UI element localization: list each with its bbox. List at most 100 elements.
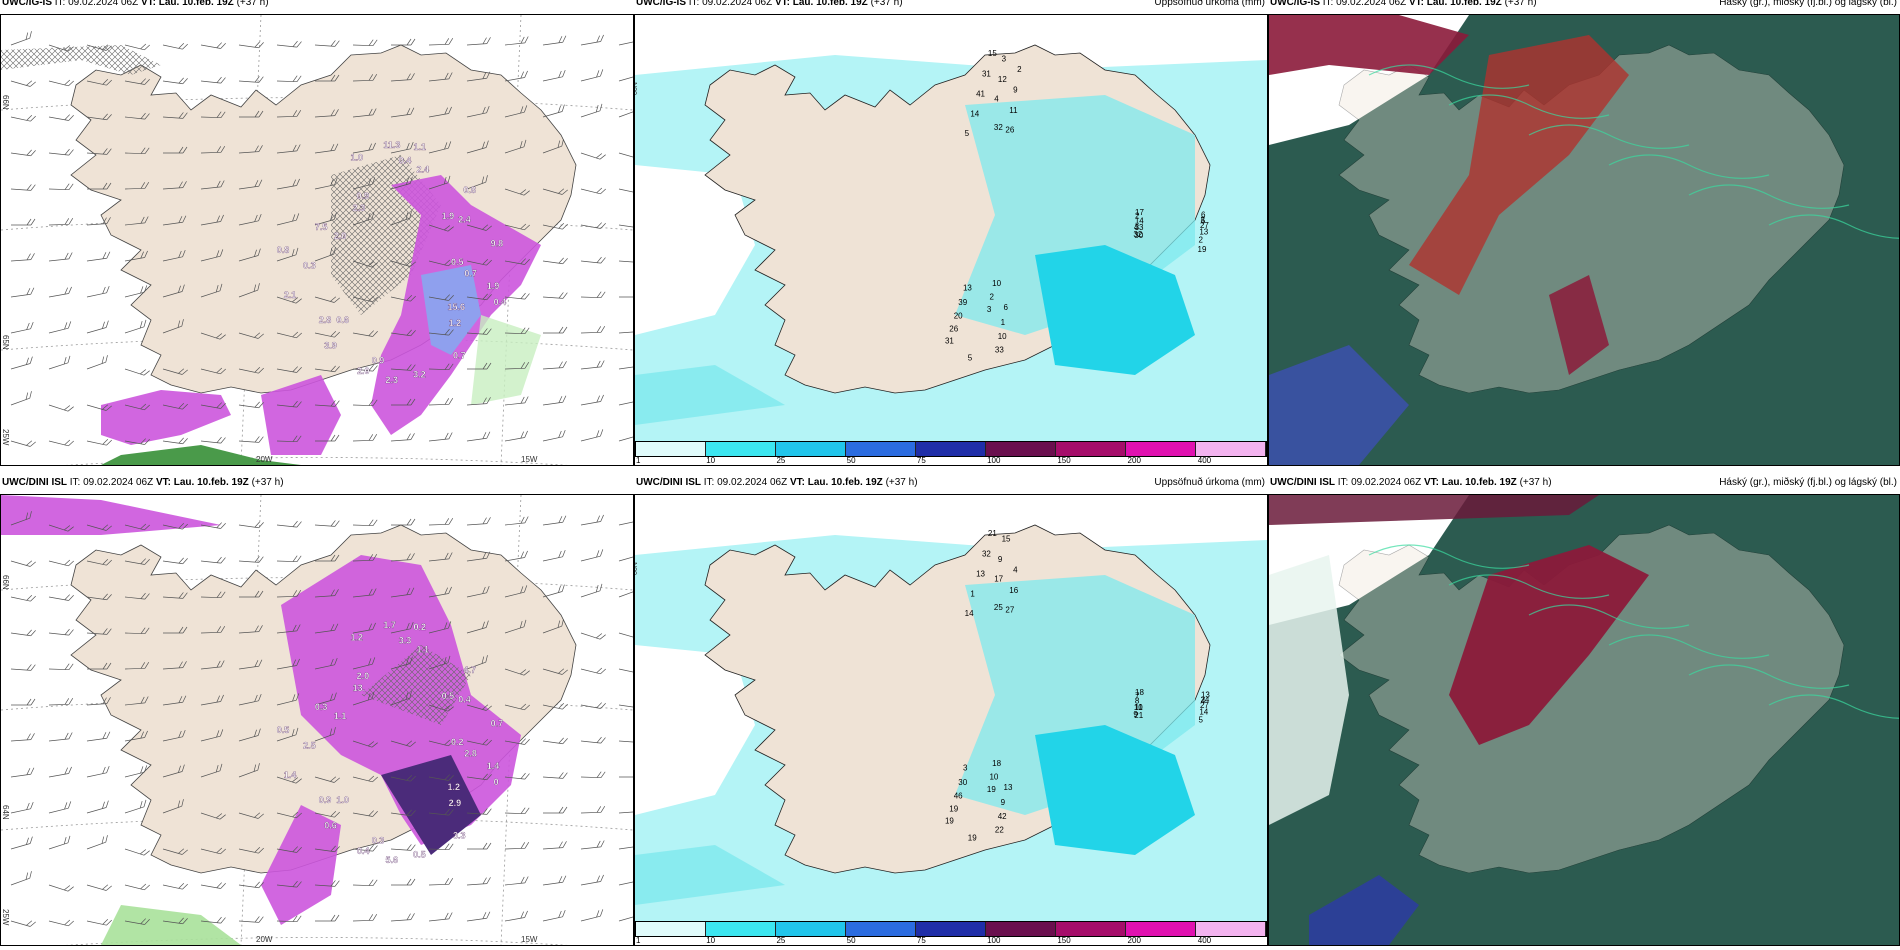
- wind-barb: [580, 840, 605, 850]
- wind-barb: [200, 249, 224, 262]
- cloud-edge-contour: [1688, 664, 1850, 689]
- wind-barb: [200, 42, 226, 49]
- wind-barb: [466, 517, 491, 526]
- wind-barb: [619, 296, 633, 298]
- precip-value-label: 8: [1135, 697, 1140, 706]
- snow-depth-label: 1.0: [336, 795, 349, 805]
- colorbar-segment: [706, 442, 776, 456]
- wind-barb: [618, 109, 633, 118]
- wind-barb: [124, 918, 150, 925]
- wind-barb: [352, 740, 378, 748]
- wind-barb: [48, 732, 73, 742]
- wind-barb: [618, 845, 633, 850]
- wind-barb: [314, 296, 340, 303]
- wind-barb: [542, 223, 568, 230]
- panel-header: UWC/IG-IS IT: 09.02.2024 06Z VT: Lau. 10…: [636, 0, 903, 8]
- wind-barb: [48, 252, 73, 262]
- wind-barb: [352, 399, 378, 407]
- wind-barb: [276, 846, 302, 853]
- wind-barb: [10, 287, 35, 298]
- wind-barb: [618, 260, 633, 263]
- precip-value-label: 5: [968, 353, 973, 362]
- colorbar-segment: [916, 922, 986, 936]
- wind-barb: [48, 114, 74, 121]
- wind-barb: [276, 520, 302, 528]
- wind-barb: [162, 77, 188, 85]
- wind-barb: [124, 319, 147, 334]
- wind-barb: [428, 843, 454, 851]
- mid-cloud-area: [1309, 875, 1419, 945]
- precip-value-label: 25: [994, 603, 1003, 612]
- lon-label-15w: 15W: [521, 455, 538, 464]
- wind-barb: [314, 109, 339, 118]
- wind-barb: [276, 400, 302, 408]
- wind-barb: [466, 655, 488, 670]
- snow-depth-label: 1.1: [334, 711, 347, 721]
- wind-barb: [162, 403, 188, 410]
- wind-barb: [390, 553, 415, 562]
- wind-barb: [390, 107, 415, 118]
- no-precip-area: [635, 645, 755, 815]
- wind-barb: [10, 664, 36, 671]
- snow-depth-label: 0.5: [277, 725, 290, 735]
- snow-depth-label: 0.6: [324, 820, 337, 830]
- wind-barb: [618, 188, 633, 194]
- wind-barb: [390, 844, 416, 851]
- wind-barb: [124, 848, 150, 856]
- lon-label-25w: 25W: [1, 909, 10, 926]
- precip-value-label: 19: [945, 816, 954, 825]
- wind-barb: [10, 322, 34, 334]
- snow-depth-label: 2.4: [416, 165, 429, 175]
- precip-value-label: 19: [968, 833, 977, 842]
- precip-colorbar: [635, 441, 1267, 465]
- wind-barb: [543, 806, 568, 814]
- wind-barb: [276, 555, 302, 563]
- wind-barb: [466, 877, 491, 886]
- wind-barb: [504, 70, 528, 82]
- snow-depth-label: 3.9: [324, 340, 337, 350]
- wind-barb: [124, 78, 150, 85]
- precip-value-label: 7: [1135, 692, 1140, 701]
- wind-barb: [162, 917, 188, 925]
- wind-barb: [504, 223, 530, 231]
- wind-barb: [466, 911, 491, 922]
- wind-barb: [48, 148, 74, 156]
- precip-value-label: 27: [1200, 701, 1209, 710]
- wind-barb: [428, 259, 454, 267]
- wind-barb: [504, 188, 530, 196]
- wind-barb: [276, 40, 302, 48]
- wind-barb: [124, 438, 150, 445]
- wind-barb: [48, 663, 74, 671]
- precip-value-label: 3: [1200, 216, 1205, 225]
- wind-barb: [428, 552, 453, 562]
- wind-barb: [428, 877, 454, 886]
- wind-barb: [466, 106, 490, 118]
- wind-barb: [238, 847, 264, 854]
- snow-depth-label: 1.1: [413, 142, 426, 152]
- precip-map: 1764655211251314141033394133332627203130…: [635, 15, 1267, 441]
- wind-barb: [10, 80, 36, 87]
- wind-barb: [390, 775, 416, 782]
- precip-value-label: 15: [988, 49, 997, 58]
- wind-barb: [162, 883, 188, 890]
- snow-depth-label: 1.2: [350, 632, 363, 642]
- latitude-line: [66, 937, 568, 945]
- snow-depth-label: 1.7: [383, 620, 396, 630]
- snow-depth-label: 7.5: [315, 222, 328, 232]
- wind-barb: [390, 622, 414, 634]
- wind-barb: [86, 113, 112, 121]
- wind-barb: [276, 693, 300, 706]
- wind-barb: [466, 259, 492, 266]
- colorbar-segment: [1056, 922, 1126, 936]
- lat-label: 66N: [635, 82, 639, 95]
- wind-barb: [124, 765, 148, 778]
- wind-barb: [124, 558, 150, 565]
- wind-barb: [618, 224, 633, 229]
- wind-barb: [162, 112, 188, 119]
- wind-barb: [314, 692, 337, 706]
- wind-barb: [580, 222, 606, 229]
- wind-barb: [428, 704, 454, 712]
- wind-barb: [10, 560, 36, 567]
- cloud-map: [1269, 15, 1899, 465]
- wind-barb: [48, 439, 74, 447]
